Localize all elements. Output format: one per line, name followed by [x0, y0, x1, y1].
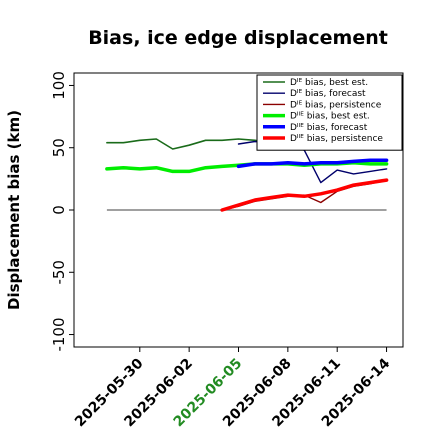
series-line-6 — [220, 178, 389, 212]
y-tick-label: 50 — [50, 138, 68, 157]
y-tick-label: 100 — [50, 71, 68, 100]
y-axis-label: Displacement bias (km) — [5, 110, 23, 310]
y-tick-label: -50 — [50, 260, 68, 285]
legend-label: Dᴵᴱ bias, forecast — [290, 89, 366, 99]
chart-legend: Dᴵᴱ bias, best est.Dᴵᴱ bias, forecastDᴵᴱ… — [256, 74, 403, 151]
series-line-5 — [236, 158, 389, 169]
y-tick-label: 0 — [50, 205, 68, 215]
y-tick-label: -100 — [50, 318, 68, 352]
chart-title: Bias, ice edge displacement — [88, 27, 388, 49]
legend-label: Dᴵᴵᴱ bias, forecast — [290, 123, 368, 133]
legend-label: Dᴵᴱ bias, best est. — [290, 78, 368, 88]
legend-label: Dᴵᴵᴱ bias, best est. — [290, 112, 370, 122]
legend-label: Dᴵᴵᴱ bias, persistence — [290, 134, 383, 144]
legend-label: Dᴵᴱ bias, persistence — [290, 100, 382, 110]
